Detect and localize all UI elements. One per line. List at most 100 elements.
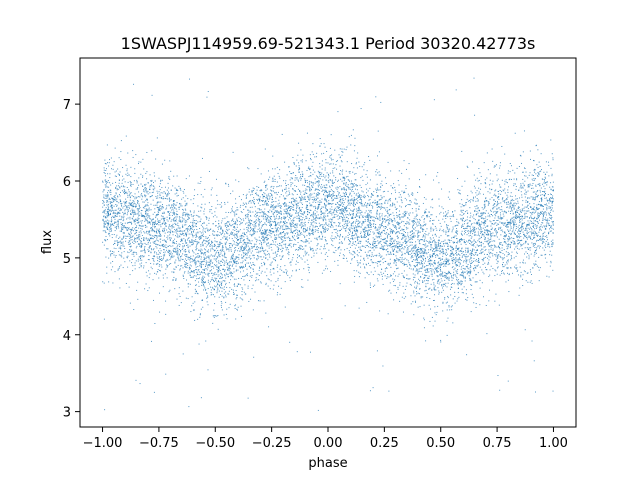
data-point [207, 243, 209, 245]
data-point [331, 200, 333, 202]
data-point [436, 175, 438, 177]
data-point [251, 228, 253, 230]
data-point [470, 237, 472, 239]
data-point [126, 200, 128, 202]
data-point [170, 256, 172, 258]
data-point [314, 209, 316, 211]
data-point [436, 311, 438, 313]
data-point [175, 189, 177, 191]
data-point [323, 229, 325, 231]
data-point [532, 196, 534, 198]
data-point [357, 152, 359, 154]
data-point [242, 204, 244, 206]
data-point [404, 246, 406, 248]
data-point [376, 218, 378, 220]
data-point [379, 310, 381, 312]
data-point [163, 191, 165, 193]
data-point [240, 219, 242, 221]
data-point [528, 210, 530, 212]
data-point [534, 179, 535, 181]
data-point [288, 219, 289, 221]
data-point [225, 277, 227, 279]
data-point [343, 216, 345, 218]
data-point [479, 216, 481, 218]
data-point [227, 263, 229, 265]
data-point [202, 284, 204, 286]
data-point [274, 210, 276, 212]
data-point [297, 249, 299, 251]
data-point [114, 216, 116, 218]
data-point [526, 206, 528, 208]
data-point [254, 213, 256, 215]
data-point [501, 191, 503, 193]
data-point [346, 213, 348, 215]
data-point [432, 223, 434, 225]
data-point [411, 248, 413, 250]
data-point [433, 179, 435, 181]
data-point [266, 229, 268, 231]
data-point [493, 203, 495, 205]
data-point [307, 266, 309, 268]
data-point [336, 196, 338, 198]
data-point [520, 245, 522, 247]
data-point [236, 242, 238, 244]
data-point [356, 185, 358, 187]
data-point [209, 265, 211, 267]
data-point [145, 187, 147, 189]
data-point [313, 196, 315, 198]
data-point [229, 268, 231, 270]
data-point [116, 215, 118, 217]
data-point [168, 205, 170, 207]
data-point [141, 198, 143, 200]
data-point [158, 277, 160, 279]
data-point [241, 245, 243, 247]
data-point [249, 250, 251, 252]
data-point [521, 225, 523, 227]
data-point [368, 209, 370, 211]
data-point [135, 188, 137, 190]
data-point [276, 229, 278, 231]
data-point [103, 200, 105, 202]
data-point [325, 265, 327, 267]
data-point [550, 218, 552, 220]
data-point [318, 182, 320, 184]
data-point [323, 152, 325, 154]
data-point [176, 230, 178, 232]
data-point [286, 190, 288, 192]
data-point [224, 275, 226, 277]
data-point [168, 231, 170, 233]
data-point [230, 271, 232, 273]
data-point [366, 188, 368, 190]
data-point [491, 227, 493, 229]
data-point [475, 251, 477, 253]
data-point [235, 244, 237, 246]
data-point [110, 255, 112, 257]
data-point [272, 288, 274, 290]
data-point [219, 270, 221, 272]
data-point [205, 340, 207, 342]
data-point [280, 210, 282, 212]
data-point [211, 279, 213, 281]
data-point [462, 272, 464, 274]
data-point [188, 249, 190, 251]
data-point [528, 186, 530, 188]
data-point [181, 221, 183, 223]
data-point [265, 197, 267, 199]
data-point [110, 269, 112, 271]
data-point [445, 215, 447, 217]
data-point [224, 223, 226, 225]
data-point [490, 238, 492, 240]
data-point [403, 297, 405, 299]
data-point [162, 274, 164, 276]
data-point [536, 217, 537, 219]
data-point [328, 223, 330, 225]
data-point [238, 266, 240, 268]
data-point [476, 222, 478, 224]
data-point [303, 234, 305, 236]
data-point [426, 269, 428, 271]
data-point [421, 267, 423, 269]
data-point [237, 283, 239, 285]
data-point [344, 208, 346, 210]
data-point [461, 292, 463, 294]
data-point [106, 186, 108, 188]
